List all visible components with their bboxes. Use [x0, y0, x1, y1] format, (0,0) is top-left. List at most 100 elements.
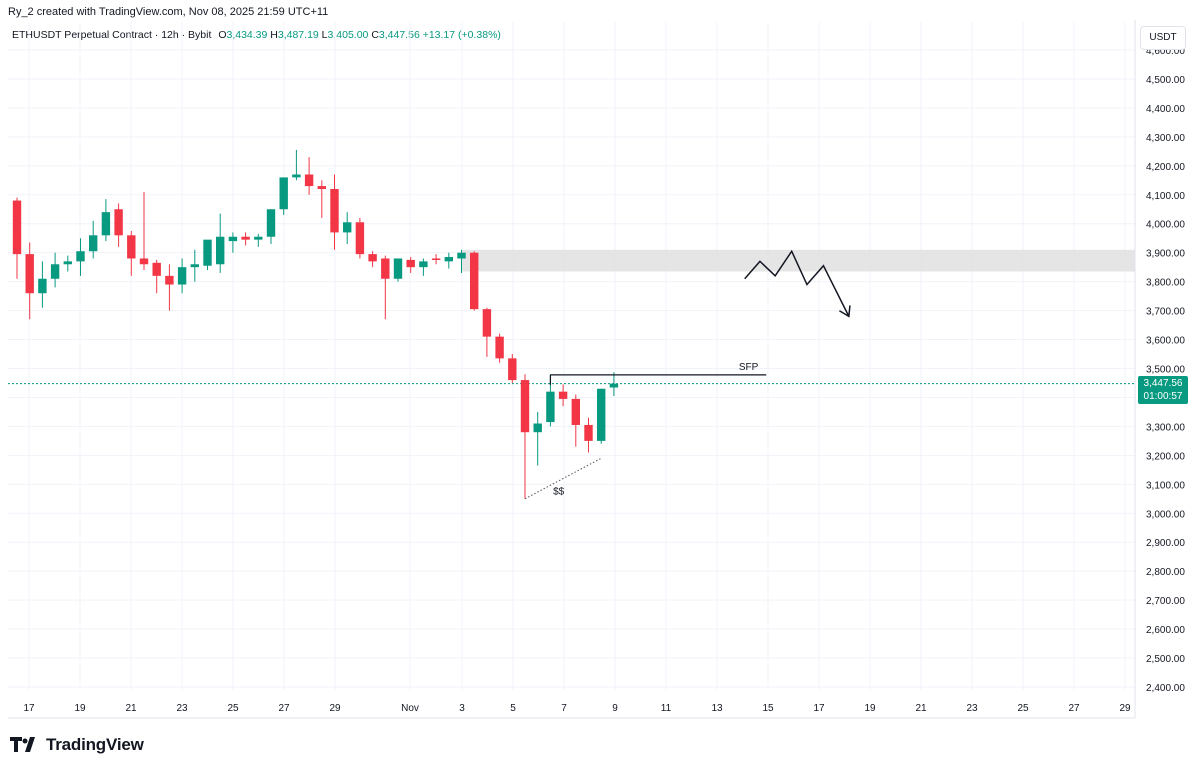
candle-body — [533, 423, 542, 433]
price-axis: 4,600.00 4,500.00 4,400.00 4,300.00 4,200.00… — [1134, 20, 1185, 718]
y-tick-label: 4,600.00 — [1146, 46, 1185, 57]
candle-body — [457, 252, 466, 259]
y-tick-label: 3,600.00 — [1146, 336, 1185, 347]
candle-body — [152, 262, 161, 276]
candle — [533, 411, 542, 466]
candle-body — [546, 391, 555, 423]
candle — [343, 212, 352, 244]
x-tick-label: 27 — [1068, 703, 1080, 714]
y-tick-label: 3,300.00 — [1146, 422, 1185, 433]
y-tick-label: 3,900.00 — [1146, 249, 1185, 260]
y-tick-label: 4,200.00 — [1146, 162, 1185, 173]
candle-body — [12, 200, 22, 255]
y-tick-label: 4,100.00 — [1146, 191, 1185, 202]
candle — [152, 259, 161, 294]
x-tick-label: 17 — [813, 703, 825, 714]
candle — [368, 251, 377, 268]
candle-body — [254, 236, 263, 240]
candles — [12, 149, 619, 499]
candle — [165, 264, 174, 311]
candle — [495, 333, 504, 363]
x-tick-label: 3 — [459, 703, 465, 714]
footer-brand: TradingView — [10, 735, 144, 755]
y-tick-label: 4,300.00 — [1146, 133, 1185, 144]
candle-body — [368, 254, 377, 262]
candle-body — [127, 235, 136, 259]
x-tick-label: 29 — [1119, 703, 1131, 714]
candle-body — [381, 258, 390, 279]
x-tick-label: 19 — [74, 703, 86, 714]
candle-body — [444, 257, 453, 262]
currency-button[interactable]: USDT — [1140, 26, 1186, 50]
candle-body — [50, 264, 60, 279]
x-tick-label: 9 — [612, 703, 618, 714]
candle-body — [419, 261, 428, 268]
candle-body — [482, 309, 492, 337]
candle — [279, 177, 288, 216]
close-label: C — [371, 29, 379, 41]
x-tick-label: 11 — [661, 703, 672, 714]
y-tick-label: 4,500.00 — [1146, 75, 1185, 86]
candle — [254, 233, 263, 247]
x-tick-label: 7 — [561, 703, 567, 714]
candle — [482, 307, 492, 357]
candle — [609, 372, 619, 397]
candle-body — [393, 258, 403, 279]
y-tick-label: 3,800.00 — [1146, 278, 1185, 289]
candle — [12, 197, 22, 279]
candle-body — [609, 383, 619, 388]
candle-body — [330, 188, 339, 233]
y-tick-label: 2,400.00 — [1146, 683, 1185, 694]
candle — [470, 251, 479, 311]
symbol-label: ETHUSDT Perpetual Contract · 12h · Bybit — [12, 29, 212, 41]
x-tick-label: 29 — [329, 703, 341, 714]
projection-arrowhead — [839, 305, 851, 318]
candle-body — [520, 380, 530, 433]
candle — [127, 230, 136, 276]
y-tick-label: 3,700.00 — [1146, 307, 1185, 318]
candle-body — [431, 258, 441, 260]
candle-body — [228, 236, 238, 242]
x-tick-label: 23 — [176, 703, 188, 714]
candle-body — [25, 254, 34, 294]
liquidity-label: $$ — [553, 487, 565, 498]
candle-body — [177, 267, 187, 285]
x-tick-label: 19 — [864, 703, 876, 714]
candle-body — [165, 275, 174, 285]
time-axis: 17 19 21 23 25 27 29 Nov 3 5 7 9 11 13 15 17 19 21 23 25 27 2… — [8, 703, 1135, 719]
candle — [216, 213, 225, 273]
candle-body — [190, 264, 199, 268]
candle — [89, 220, 98, 259]
candle-body — [304, 174, 314, 187]
candle-body — [495, 336, 504, 359]
y-tick-label: 2,500.00 — [1146, 654, 1185, 665]
candle-body — [76, 251, 85, 262]
open-value: 3,434.39 — [226, 29, 268, 41]
y-tick-label: 4,000.00 — [1146, 220, 1185, 231]
candle — [177, 258, 187, 294]
candle — [355, 217, 365, 259]
x-tick-label: Nov — [401, 703, 419, 714]
annotations-back — [461, 249, 1135, 272]
y-tick-label: 2,700.00 — [1146, 596, 1185, 607]
candle — [406, 257, 415, 273]
x-tick-label: 25 — [227, 703, 239, 714]
y-tick-label: 2,900.00 — [1146, 538, 1185, 549]
x-tick-label: 13 — [711, 703, 723, 714]
candle-body — [355, 222, 365, 255]
candle-body — [89, 235, 98, 252]
candle — [558, 384, 568, 407]
author-line: Ry_2 created with TradingView.com, Nov 0… — [8, 6, 329, 18]
candle — [76, 238, 85, 276]
liquidity-line — [524, 457, 602, 500]
candle-body — [241, 236, 250, 240]
candle-body — [203, 239, 212, 266]
candle-body — [597, 388, 606, 441]
x-tick-label: 25 — [1017, 703, 1029, 714]
y-tick-label: 3,000.00 — [1146, 509, 1185, 520]
candle — [203, 239, 212, 271]
candle-body — [406, 259, 415, 268]
candle — [241, 232, 250, 246]
candle — [50, 252, 60, 288]
